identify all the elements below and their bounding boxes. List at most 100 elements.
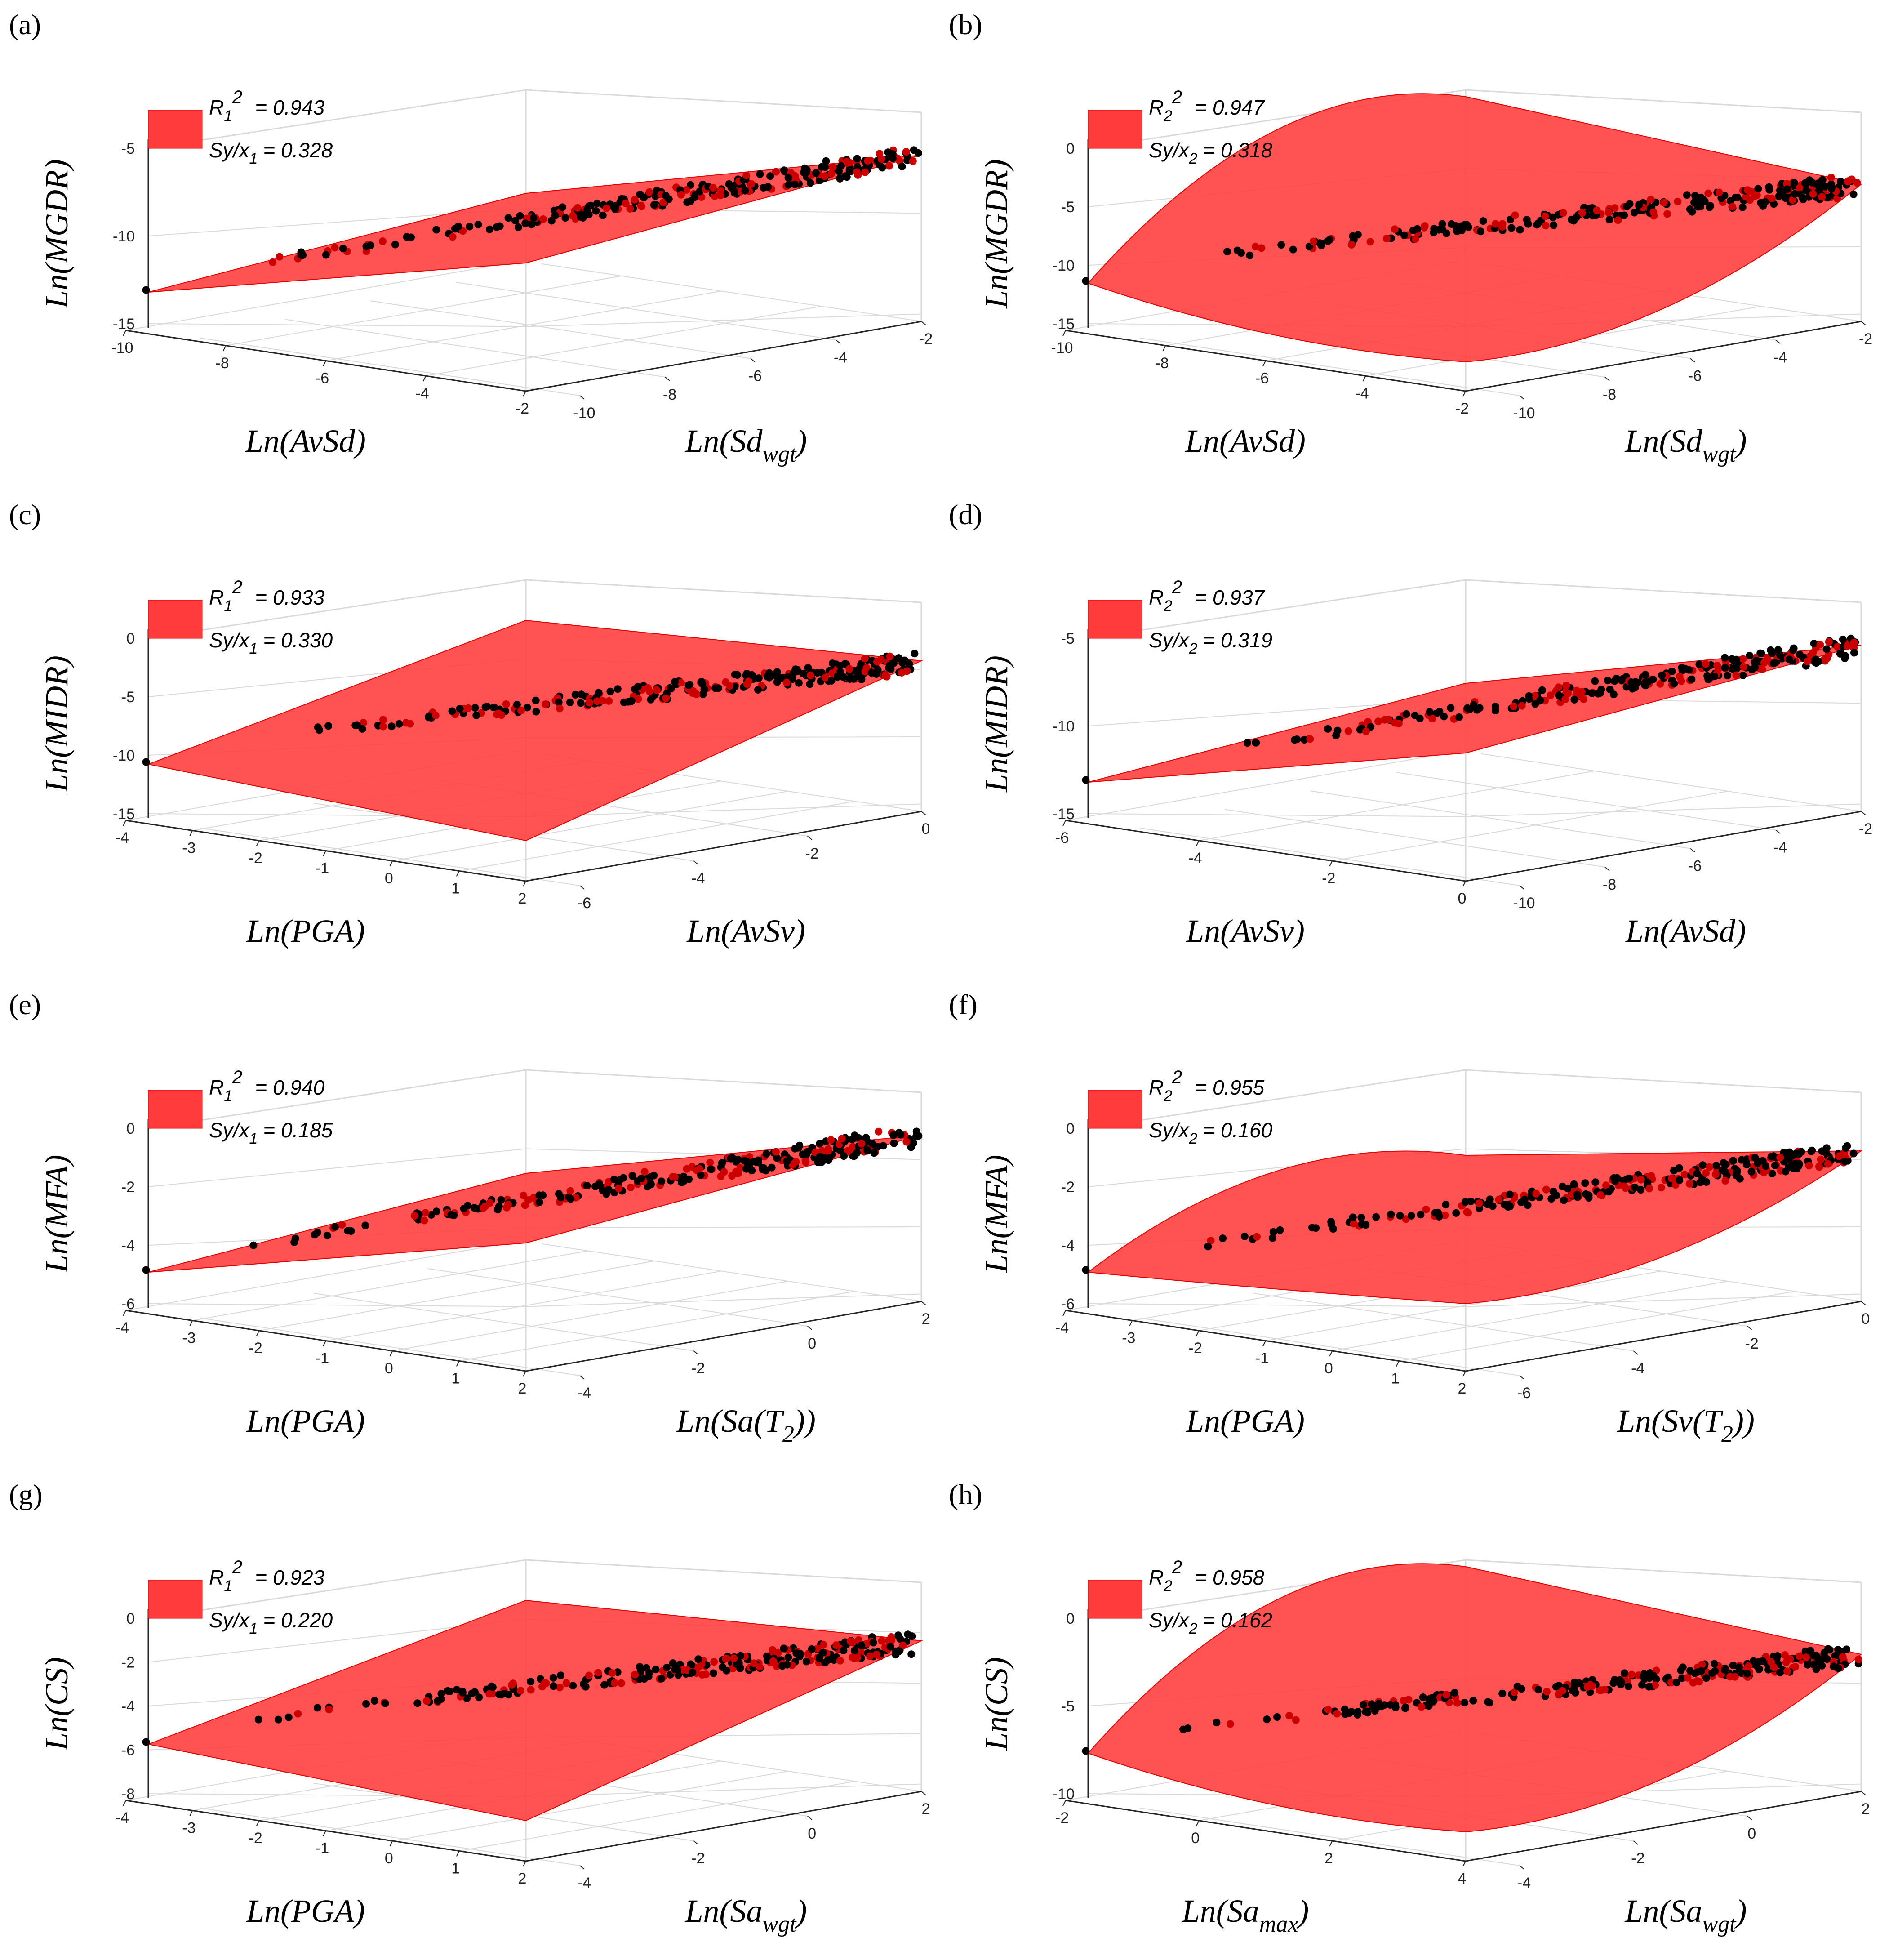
panel-e-xgrid-3: [325, 1270, 722, 1341]
panel-b-point: [1674, 197, 1682, 205]
panel-e-xtick-6: 2: [518, 1380, 527, 1397]
panel-h-point: [1442, 1691, 1450, 1699]
panel-h-ytickmark-3: [1861, 1791, 1866, 1795]
panel-f-point: [1738, 1156, 1746, 1164]
panel-a-legend-r2: R12 = 0.943: [209, 87, 325, 125]
panel-a-ytick-0: -10: [573, 405, 595, 422]
panel-e-ygrid-2: [427, 1268, 808, 1327]
panel-g-ytickmark-2: [807, 1816, 813, 1820]
panel-f-legend-r2: R22 = 0.955: [1149, 1067, 1265, 1105]
panel-g-point: [783, 1661, 791, 1669]
panel-f-point: [1504, 1201, 1512, 1209]
panel-h-point: [1678, 1674, 1686, 1682]
panel-h-point: [1651, 1681, 1659, 1689]
panel-g-point: [527, 1678, 535, 1686]
panel-a-point: [486, 225, 493, 233]
panel-d-point: [1538, 686, 1546, 694]
panel-g-point: [840, 1647, 848, 1654]
panel-d-point: [1428, 715, 1436, 723]
panel-a-point: [812, 169, 820, 177]
panel-f-point: [1219, 1234, 1227, 1243]
panel-e-ytickmark-1: [693, 1350, 698, 1355]
panel-c-point: [645, 687, 653, 695]
panel-e-point: [650, 1172, 658, 1180]
panel-d-point: [1695, 660, 1703, 668]
panel-e-point: [902, 1138, 911, 1146]
panel-c-point: [765, 669, 773, 677]
panel-h-point: [1534, 1686, 1542, 1694]
panel-a-point: [496, 222, 504, 230]
panel-g-point: [694, 1655, 702, 1663]
panel-h-ytick-3: 2: [1862, 1800, 1870, 1817]
panel-e-label: (e): [9, 989, 41, 1020]
panel-b-legend-s-main: Sy/x: [1149, 138, 1190, 162]
panel-f-xgrid-3: [1265, 1270, 1662, 1341]
panel-e-point: [520, 1191, 528, 1199]
panel-c-legend-swatch: [148, 600, 203, 639]
panel-a-point: [806, 179, 814, 187]
panel-d-point: [1721, 654, 1729, 662]
panel-c-point: [360, 719, 368, 727]
panel-a-point: [677, 191, 685, 199]
panel-f-point: [1495, 1195, 1503, 1203]
panel-b-point: [1586, 204, 1594, 212]
panel-b-point: [1550, 221, 1558, 229]
panel-f-point: [1720, 1159, 1728, 1167]
panel-b-ztick-0: 0: [1066, 140, 1075, 157]
panel-f-point: [1760, 1168, 1768, 1176]
panel-b-point: [1382, 235, 1391, 243]
panel-d-point: [1760, 659, 1768, 667]
panel-g-xgrid-5: [459, 1781, 855, 1852]
panel-f-point: [1645, 1185, 1653, 1193]
panel-b-point: [1593, 206, 1601, 214]
panel-b-legend-r-value: = 0.947: [1195, 96, 1265, 119]
panel-g-x-axis: [125, 1800, 526, 1862]
panel-f-point: [1782, 1167, 1790, 1176]
panel-g-point: [722, 1655, 730, 1663]
panel-c-point: [855, 673, 863, 681]
panel-g-point: [830, 1656, 838, 1664]
panel-d-ytickmark-2: [1690, 848, 1695, 853]
panel-g-point: [878, 1637, 886, 1645]
panel-b-point: [1647, 196, 1655, 204]
panel-b-point: [1827, 174, 1835, 182]
panel-d-xlabel: Ln(AvSv): [1186, 913, 1305, 949]
panel-b-y-axis: [1465, 321, 1862, 392]
panel-c-xtickmark-2: [256, 840, 260, 846]
panel-a-xtickmark-0: [123, 330, 126, 336]
panel-b-ztick-2: -10: [1053, 257, 1075, 274]
panel-b-point: [1604, 209, 1613, 217]
panel-b-ytickmark-2: [1690, 358, 1695, 363]
panel-a-point: [741, 187, 749, 195]
panel-d-point: [1641, 671, 1649, 679]
panel-g-point: [508, 1681, 516, 1689]
panel-g-point: [495, 1690, 503, 1698]
panel-c-xtick-1: -3: [182, 840, 196, 857]
panel-d-point: [1243, 739, 1251, 747]
panel-e-y-axis: [525, 1301, 922, 1372]
panel-c-point: [846, 675, 854, 683]
panel-h-point: [1461, 1699, 1468, 1706]
panel-a-point: [362, 242, 370, 250]
panel-b-point: [1765, 183, 1773, 191]
panel-a-ytick-3: -4: [834, 349, 847, 366]
panel-e-point: [411, 1212, 418, 1220]
panel-e-point: [773, 1154, 781, 1162]
panel-e-ztick-0: 0: [126, 1120, 135, 1137]
panel-d-point: [1300, 736, 1308, 744]
panel-e-ygrid-3: [541, 1243, 922, 1302]
panel-g-point: [569, 1682, 577, 1690]
panel-a-xtickmark-1: [222, 345, 227, 352]
panel-e-point: [535, 1191, 543, 1199]
panel-b-point: [1251, 243, 1259, 251]
panel-h-zlabel: Ln(CS): [978, 1657, 1014, 1751]
panel-g-legend-r-value: = 0.923: [255, 1566, 324, 1589]
panel-e-point: [868, 1140, 876, 1148]
panel-a-legend-r-sub: 1: [224, 107, 232, 125]
panel-c-point: [472, 711, 480, 719]
panel-h-point: [1368, 1700, 1376, 1708]
panel-h-ytickmark-0: [1519, 1865, 1524, 1870]
panel-f-point: [1835, 1152, 1843, 1160]
panel-g-point: [658, 1675, 666, 1683]
panel-f-point: [1702, 1169, 1710, 1177]
